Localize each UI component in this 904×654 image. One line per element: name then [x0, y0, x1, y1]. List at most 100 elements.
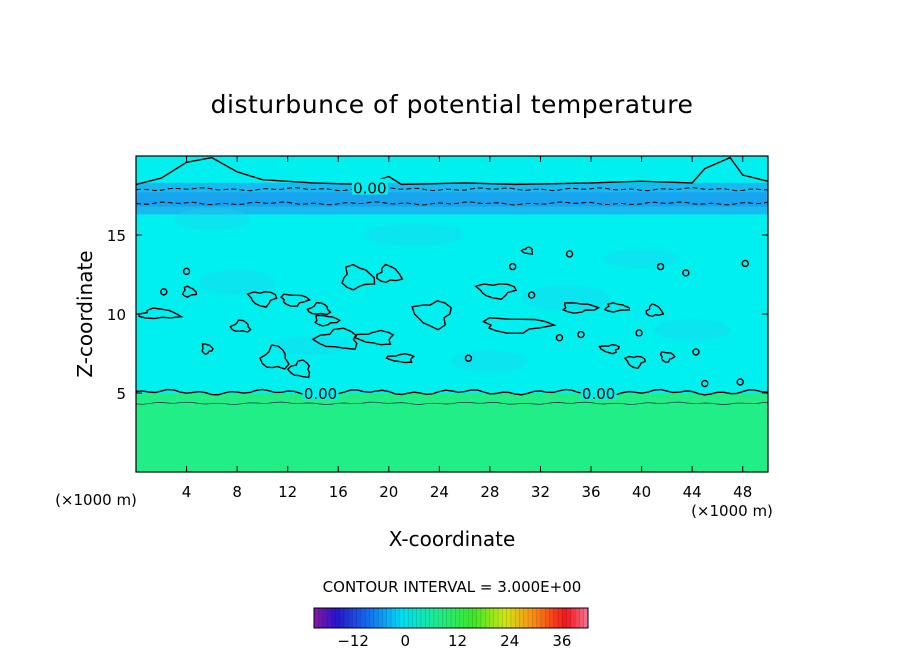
- contour-blob: [598, 343, 620, 355]
- contour-blob: [259, 344, 290, 370]
- colorbar-cell: [476, 608, 482, 628]
- contour-zero-upper: [136, 156, 768, 186]
- contour-blob: [311, 327, 358, 350]
- contour-blob: [182, 285, 198, 298]
- colorbar-cell: [421, 608, 426, 628]
- field-lower-core: [136, 404, 768, 472]
- field-patch: [199, 269, 276, 296]
- colorbar-cell: [331, 608, 336, 628]
- colorbar-cell: [579, 608, 585, 628]
- contour-small-loop: [565, 250, 574, 258]
- contour-dashed-lower: [136, 201, 768, 206]
- colorbar-cell: [523, 608, 529, 628]
- contour-blob: [474, 283, 518, 300]
- x-tick-label: 32: [531, 483, 550, 501]
- contour-blob: [376, 263, 404, 283]
- chart-title: disturbunce of potential temperature: [211, 90, 694, 119]
- contour-label-text: 0.00: [304, 385, 337, 403]
- colorbar-tick-label: 36: [552, 632, 571, 650]
- colorbar-cell: [412, 608, 418, 628]
- colorbar-cell: [442, 608, 448, 628]
- y-tick-label: 15: [107, 227, 126, 245]
- colorbar-cell: [532, 608, 537, 628]
- colorbar-cell: [386, 608, 392, 628]
- colorbar-cell: [438, 608, 443, 628]
- colorbar-cell: [493, 608, 499, 628]
- contour-blob: [520, 246, 534, 255]
- x-tick-label: 48: [733, 483, 752, 501]
- colorbar-cell: [339, 608, 345, 628]
- contour-blob: [286, 359, 311, 379]
- contour-interval-text: CONTOUR INTERVAL = 3.000E+00: [323, 578, 582, 596]
- colorbar-cell: [583, 608, 589, 628]
- contour-blob: [645, 303, 665, 317]
- colorbar-cell: [455, 608, 460, 628]
- colorbar-cell: [416, 608, 422, 628]
- colorbar-cell: [506, 608, 512, 628]
- colorbar-cell: [485, 608, 490, 628]
- contour-small-loop: [656, 262, 665, 271]
- colorbar-cell: [459, 608, 465, 628]
- colorbar-cell: [570, 608, 576, 628]
- colorbar-cell: [382, 608, 388, 628]
- colorbar-cell: [369, 608, 375, 628]
- contour-blob: [411, 300, 452, 331]
- colorbar-cell: [408, 608, 413, 628]
- contour-small-loop: [682, 269, 690, 277]
- colorbar-cell: [318, 608, 323, 628]
- colorbar-cell: [510, 608, 516, 628]
- colorbar-cell: [356, 608, 362, 628]
- colorbar-cell: [502, 608, 507, 628]
- colorbar-cell: [335, 608, 340, 628]
- colorbar-cell: [326, 608, 332, 628]
- x-tick-label: 24: [430, 483, 449, 501]
- colorbar-cell: [489, 608, 495, 628]
- colorbar-cell: [545, 608, 550, 628]
- field-patch: [654, 318, 731, 341]
- x-tick-label: 28: [480, 483, 499, 501]
- colorbar-cell: [519, 608, 525, 628]
- colorbar-cell: [562, 608, 567, 628]
- contour-label-bg: [351, 178, 388, 195]
- contour-blob: [246, 290, 278, 308]
- contour-blob: [353, 329, 395, 346]
- colorbar-cell: [446, 608, 452, 628]
- colorbar-cell: [373, 608, 379, 628]
- colorbar-cell: [365, 608, 370, 628]
- contour-small-loop: [692, 348, 700, 356]
- colorbar-tick-label: 24: [500, 632, 519, 650]
- contour-blob: [659, 350, 676, 363]
- colorbar-cell: [468, 608, 473, 628]
- colorbar-cell: [549, 608, 555, 628]
- y-tick-label: 5: [116, 385, 126, 403]
- contour-dashed-upper: [136, 187, 768, 192]
- contour-blob: [229, 319, 252, 333]
- colorbar-cell: [425, 608, 430, 628]
- colorbar-tick-label: −12: [337, 632, 369, 650]
- colorbar-cell: [498, 608, 503, 628]
- contour-label: 0.00: [351, 178, 388, 198]
- field-patch: [363, 223, 465, 247]
- field-patch: [173, 208, 250, 231]
- contour-zero-lower: [136, 388, 768, 396]
- contour-blob: [481, 317, 557, 334]
- contour-label: 0.00: [580, 384, 617, 403]
- contour-small-loop: [701, 379, 709, 388]
- colorbar-cell: [395, 608, 400, 628]
- colorbar-cell: [429, 608, 435, 628]
- contour-small-loop: [527, 291, 536, 299]
- colorbar-cell: [463, 608, 469, 628]
- colorbar-cell: [391, 608, 396, 628]
- field-patch: [275, 336, 351, 356]
- x-tick-label: 4: [182, 483, 192, 501]
- x-axis-label: X-coordinate: [389, 527, 516, 551]
- x-tick-label: 8: [232, 483, 242, 501]
- contour-small-loop: [464, 354, 473, 362]
- contour-small-loop: [736, 378, 744, 386]
- colorbar-cell: [575, 608, 580, 628]
- colorbar-cell: [314, 608, 319, 628]
- contour-small-loop: [635, 329, 643, 337]
- contour-blob: [341, 263, 376, 291]
- field-negative-band: [136, 182, 768, 215]
- contour-small-loop: [577, 330, 585, 339]
